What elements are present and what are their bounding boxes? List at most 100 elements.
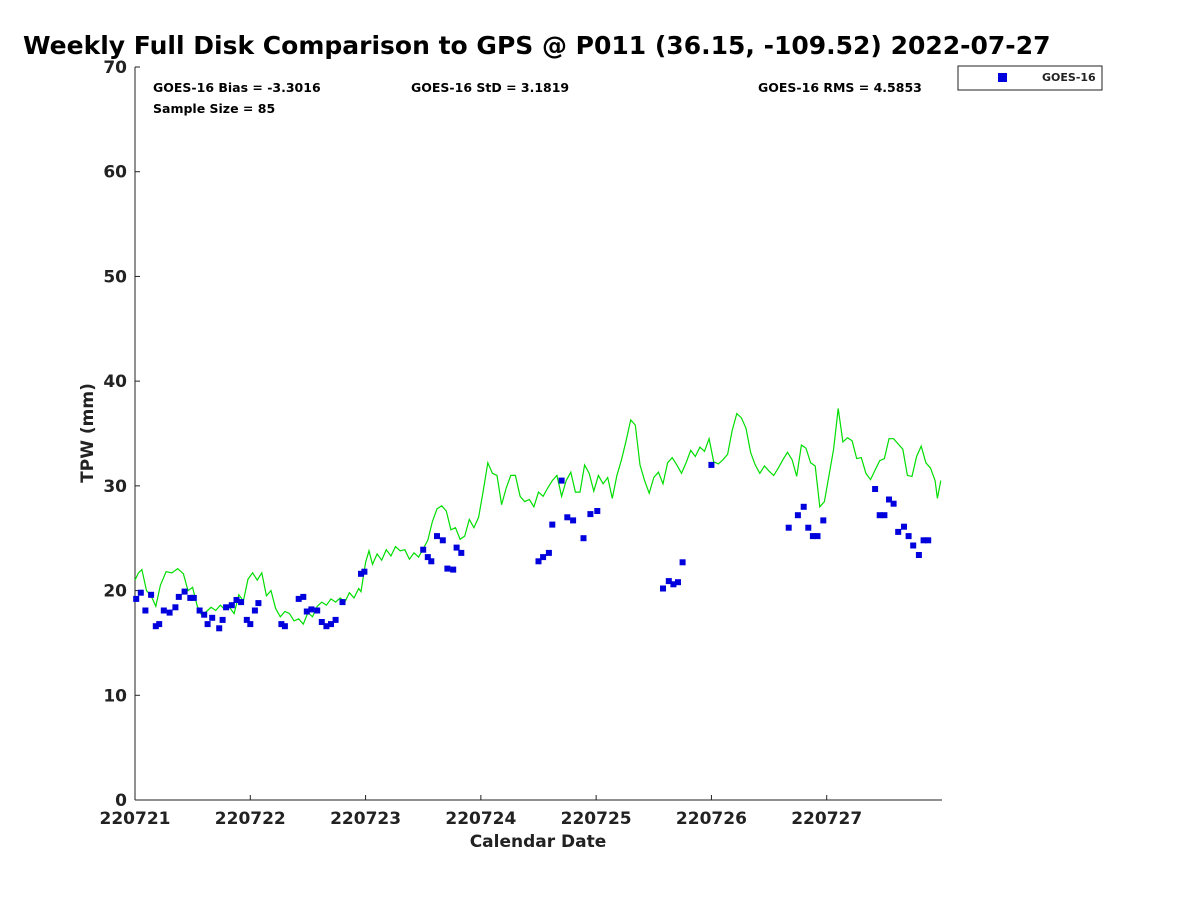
goes16-data-point [660, 585, 666, 592]
goes16-data-point [424, 554, 431, 561]
goes16-data-point [564, 514, 571, 521]
y-tick-label: 70 [103, 58, 127, 78]
goes16-data-point [172, 604, 179, 611]
sample-size-stat: Sample Size = 85 [153, 101, 275, 116]
goes16-data-point [920, 537, 927, 544]
ticks-layer: 0 10 20 30 40 50 60 70 220721 220722 220723 220724 2… [100, 58, 863, 829]
goes16-data-point [308, 606, 315, 613]
goes16-data-point [228, 602, 235, 609]
goes16-data-point [323, 623, 330, 630]
goes16-data-point [910, 542, 917, 549]
gps-line-layer [134, 408, 942, 626]
goes16-data-point [175, 593, 182, 600]
goes16-data-point [314, 607, 321, 614]
goes16-data-point [278, 621, 285, 628]
goes16-data-point [133, 595, 140, 602]
goes16-data-point [361, 568, 368, 575]
goes16-data-point [886, 496, 892, 503]
goes16-data-point [190, 594, 197, 601]
goes16-data-point [303, 608, 310, 615]
goes16-data-point [439, 537, 446, 544]
goes16-data-point [545, 549, 552, 556]
goes16-data-point [281, 623, 288, 630]
goes16-data-point [453, 544, 460, 551]
goes16-data-point [142, 607, 149, 614]
y-tick-label: 30 [103, 477, 127, 497]
goes16-data-point [420, 546, 427, 553]
y-axis-label: TPW (mm) [78, 383, 98, 483]
goes16-data-point [428, 558, 435, 565]
bias-stat: GOES-16 Bias = -3.3016 [153, 80, 321, 95]
goes16-data-point [444, 565, 451, 572]
goes16-data-point [794, 512, 801, 519]
x-tick-label: 220721 [100, 809, 171, 829]
goes16-data-point [295, 595, 302, 602]
y-tick-label: 40 [103, 372, 127, 392]
goes16-data-point [216, 625, 223, 632]
gps-tpw-line [134, 408, 942, 626]
rms-stat: GOES-16 RMS = 4.5853 [758, 80, 922, 95]
goes16-data-point [450, 566, 457, 573]
goes16-data-point [675, 579, 681, 586]
goes16-data-point [196, 607, 203, 614]
x-tick-label: 220725 [561, 809, 632, 829]
goes16-data-point [925, 537, 932, 544]
legend-marker [998, 73, 1007, 82]
goes16-data-point [901, 523, 907, 530]
std-stat: GOES-16 StD = 3.1819 [411, 80, 569, 95]
y-tick-label: 50 [103, 267, 127, 287]
goes16-data-point [809, 533, 816, 540]
goes16-data-point [243, 616, 250, 623]
goes16-data-point [137, 589, 144, 596]
x-axis-label: Calendar Date [470, 832, 607, 852]
goes16-data-point [570, 517, 577, 524]
goes16-data-point [148, 591, 155, 598]
goes16-data-point [358, 570, 364, 577]
goes16-data-point [434, 533, 440, 540]
goes16-data-point [328, 621, 334, 628]
goes16-data-point [318, 619, 325, 625]
y-tick-label: 20 [103, 582, 127, 602]
goes16-data-point [209, 614, 216, 621]
goes16-data-point [238, 599, 245, 606]
goes16-data-point [204, 621, 211, 628]
goes16-data-point [594, 508, 601, 514]
goes16-data-point [895, 528, 902, 535]
goes16-data-point [814, 533, 821, 540]
goes16-data-point [805, 524, 812, 531]
goes16-points-layer [133, 461, 932, 632]
goes16-data-point [905, 533, 912, 540]
goes16-data-point [708, 461, 715, 468]
x-tick-label: 220727 [791, 809, 862, 829]
goes16-data-point [800, 503, 807, 510]
goes16-data-point [670, 581, 677, 588]
chart-title: Weekly Full Disk Comparison to GPS @ P01… [23, 31, 1050, 60]
goes16-data-point [219, 616, 226, 623]
goes16-data-point [458, 549, 465, 556]
goes16-data-point [872, 486, 879, 492]
goes16-data-point [785, 524, 792, 531]
goes16-data-point [679, 559, 686, 566]
goes16-data-point [339, 599, 346, 606]
goes16-data-point [587, 511, 594, 518]
goes16-data-point [201, 611, 208, 618]
x-tick-label: 220723 [330, 809, 401, 829]
goes16-data-point [558, 477, 565, 484]
goes16-data-point [890, 500, 897, 507]
goes16-data-point [233, 597, 240, 603]
goes16-data-point [820, 517, 827, 524]
goes16-data-point [332, 616, 339, 623]
goes16-data-point [223, 604, 230, 611]
goes16-data-point [187, 594, 194, 601]
goes16-data-point [540, 554, 547, 561]
goes16-data-point [876, 512, 883, 519]
y-tick-label: 0 [115, 791, 127, 811]
goes16-data-point [881, 512, 888, 519]
plot-area: 0 10 20 30 40 50 60 70 220721 220722 220723 220724 2… [100, 58, 942, 829]
goes16-data-point [156, 621, 163, 628]
goes16-data-point [665, 578, 672, 585]
goes16-data-point [535, 558, 542, 565]
x-tick-label: 220722 [215, 809, 286, 829]
goes16-data-point [300, 593, 307, 600]
